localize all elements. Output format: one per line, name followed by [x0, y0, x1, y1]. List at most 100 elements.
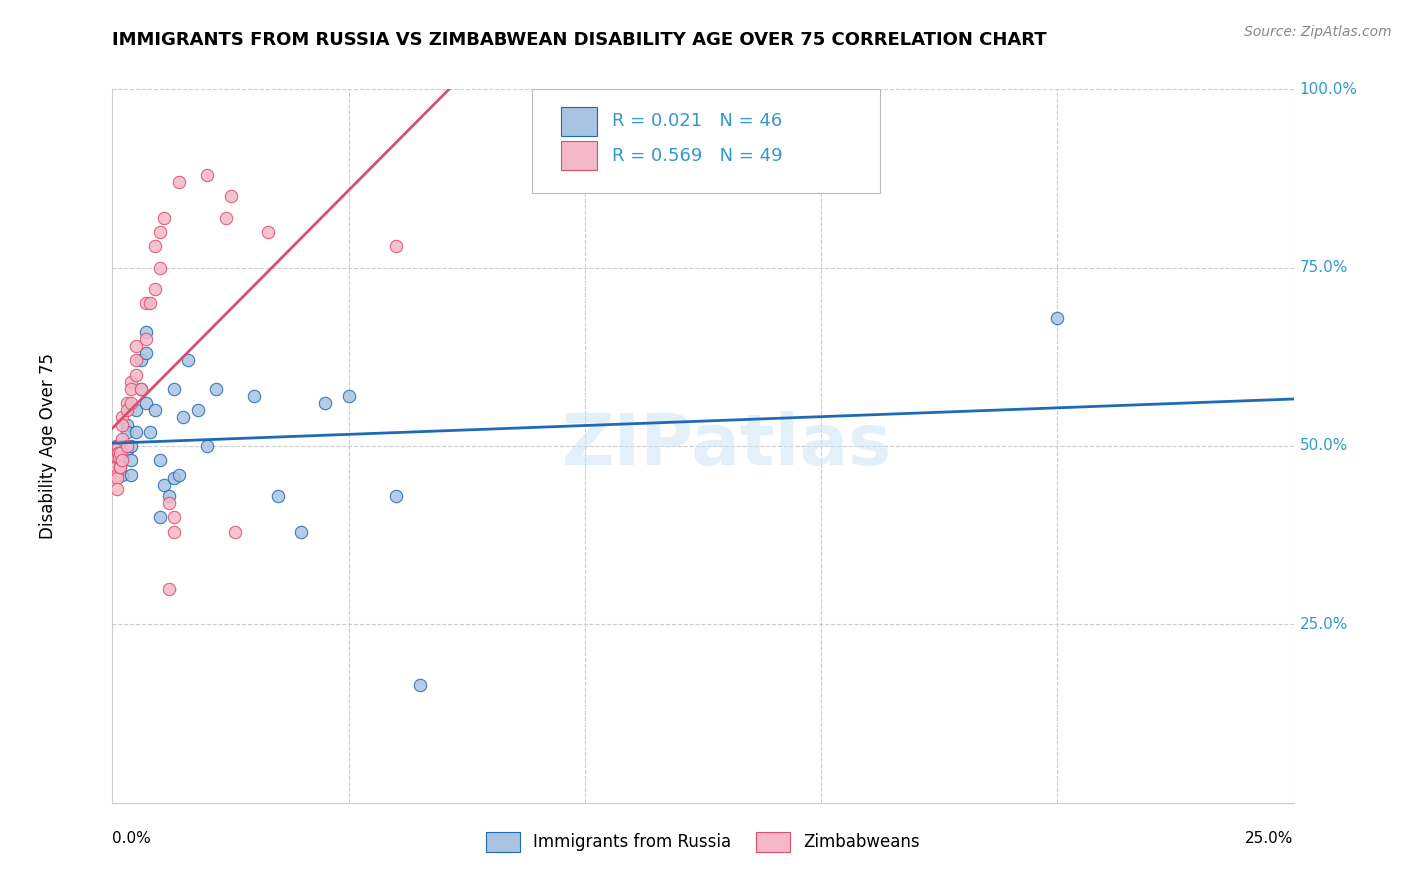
FancyBboxPatch shape [561, 107, 596, 136]
Immigrants from Russia [1046, 310, 1069, 325]
Immigrants from Russia [111, 442, 134, 457]
Zimbabweans [153, 211, 176, 225]
Zimbabweans [111, 453, 134, 467]
Immigrants from Russia [105, 442, 128, 457]
Zimbabweans [108, 460, 131, 475]
Zimbabweans [215, 211, 238, 225]
Zimbabweans [108, 460, 131, 475]
Immigrants from Russia [125, 403, 148, 417]
Zimbabweans [149, 260, 172, 275]
Zimbabweans [143, 282, 166, 296]
Immigrants from Russia [135, 346, 157, 360]
Zimbabweans [385, 239, 408, 253]
Text: 25.0%: 25.0% [1299, 617, 1348, 632]
Text: 50.0%: 50.0% [1299, 439, 1348, 453]
Immigrants from Russia [120, 467, 142, 482]
Zimbabweans [107, 439, 129, 453]
Immigrants from Russia [105, 450, 128, 464]
Zimbabweans [105, 439, 128, 453]
Immigrants from Russia [105, 439, 128, 453]
Zimbabweans [157, 582, 180, 596]
Zimbabweans [135, 332, 157, 346]
Immigrants from Russia [163, 471, 186, 485]
Text: R = 0.021   N = 46: R = 0.021 N = 46 [612, 112, 782, 130]
Immigrants from Russia [149, 510, 172, 524]
Immigrants from Russia [120, 453, 142, 467]
Zimbabweans [129, 382, 152, 396]
Immigrants from Russia [153, 478, 176, 492]
Zimbabweans [257, 225, 280, 239]
Text: IMMIGRANTS FROM RUSSIA VS ZIMBABWEAN DISABILITY AGE OVER 75 CORRELATION CHART: IMMIGRANTS FROM RUSSIA VS ZIMBABWEAN DIS… [112, 31, 1047, 49]
Immigrants from Russia [149, 453, 172, 467]
Zimbabweans [115, 403, 138, 417]
Zimbabweans [120, 375, 142, 389]
Zimbabweans [105, 467, 128, 482]
Immigrants from Russia [186, 403, 208, 417]
Immigrants from Russia [243, 389, 266, 403]
Immigrants from Russia [115, 417, 138, 432]
Zimbabweans [115, 439, 138, 453]
Immigrants from Russia [163, 382, 186, 396]
Zimbabweans [125, 339, 148, 353]
Text: 0.0%: 0.0% [112, 831, 152, 847]
Zimbabweans [120, 396, 142, 410]
Zimbabweans [107, 446, 129, 460]
Text: 25.0%: 25.0% [1246, 831, 1294, 847]
FancyBboxPatch shape [561, 141, 596, 169]
Immigrants from Russia [125, 425, 148, 439]
Text: 100.0%: 100.0% [1299, 82, 1357, 96]
Zimbabweans [108, 446, 131, 460]
Zimbabweans [105, 482, 128, 496]
Legend: Immigrants from Russia, Zimbabweans: Immigrants from Russia, Zimbabweans [479, 825, 927, 859]
Immigrants from Russia [105, 448, 128, 462]
Zimbabweans [104, 446, 127, 460]
Zimbabweans [163, 524, 186, 539]
Immigrants from Russia [105, 446, 128, 460]
Zimbabweans [163, 510, 186, 524]
Zimbabweans [105, 460, 128, 475]
Immigrants from Russia [115, 442, 138, 457]
Zimbabweans [139, 296, 162, 310]
Zimbabweans [105, 471, 128, 485]
Zimbabweans [219, 189, 242, 203]
Zimbabweans [111, 417, 134, 432]
Zimbabweans [111, 410, 134, 425]
Zimbabweans [104, 439, 127, 453]
Immigrants from Russia [143, 403, 166, 417]
Text: Source: ZipAtlas.com: Source: ZipAtlas.com [1244, 25, 1392, 39]
Immigrants from Russia [172, 410, 194, 425]
Zimbabweans [157, 496, 180, 510]
Immigrants from Russia [205, 382, 228, 396]
Zimbabweans [167, 175, 190, 189]
Immigrants from Russia [408, 678, 430, 692]
Immigrants from Russia [167, 467, 190, 482]
Immigrants from Russia [385, 489, 408, 503]
Immigrants from Russia [195, 439, 218, 453]
Zimbabweans [195, 168, 218, 182]
Immigrants from Russia [111, 448, 134, 462]
Immigrants from Russia [139, 425, 162, 439]
Text: 75.0%: 75.0% [1299, 260, 1348, 275]
Zimbabweans [125, 368, 148, 382]
Immigrants from Russia [157, 489, 180, 503]
Zimbabweans [104, 450, 127, 464]
Text: Disability Age Over 75: Disability Age Over 75 [38, 353, 56, 539]
Zimbabweans [149, 225, 172, 239]
Zimbabweans [107, 450, 129, 464]
Immigrants from Russia [120, 439, 142, 453]
FancyBboxPatch shape [531, 89, 880, 193]
Immigrants from Russia [129, 353, 152, 368]
Immigrants from Russia [105, 444, 128, 458]
Immigrants from Russia [314, 396, 336, 410]
Zimbabweans [224, 524, 246, 539]
Zimbabweans [125, 353, 148, 368]
Text: R = 0.569   N = 49: R = 0.569 N = 49 [612, 146, 783, 164]
Zimbabweans [135, 296, 157, 310]
Immigrants from Russia [135, 396, 157, 410]
Zimbabweans [105, 450, 128, 464]
Zimbabweans [120, 382, 142, 396]
Immigrants from Russia [290, 524, 312, 539]
Immigrants from Russia [111, 467, 134, 482]
Immigrants from Russia [135, 325, 157, 339]
Zimbabweans [111, 432, 134, 446]
